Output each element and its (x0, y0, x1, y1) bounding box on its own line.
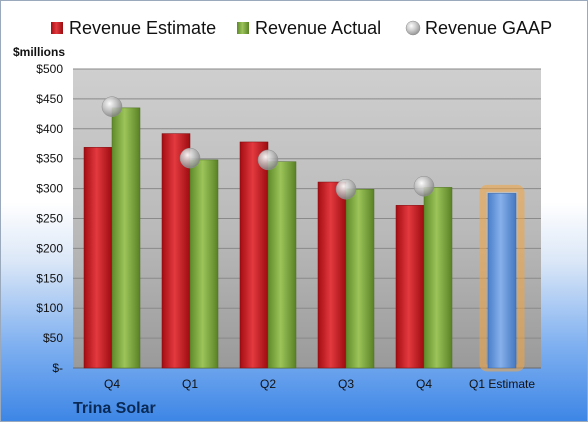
marker-revenue-gaap (257, 149, 279, 171)
legend-label: Revenue Actual (255, 18, 381, 38)
x-tick-label: Q2 (260, 377, 276, 391)
legend-item: Revenue Actual (237, 18, 381, 38)
bar-q1-estimate (487, 193, 517, 369)
x-axis-ticks: Q4 Q1 Q2 Q3 Q4 Q1 Estimate (104, 377, 535, 391)
bar-revenue-actual (189, 159, 219, 369)
marker-revenue-gaap (179, 147, 201, 169)
bar-revenue-estimate (239, 141, 269, 369)
y-tick-label: $200 (36, 241, 63, 255)
x-tick-label: Q3 (338, 377, 354, 391)
x-tick-label: Q4 (104, 377, 120, 391)
company-name: Trina Solar (73, 400, 156, 417)
y-tick-label: $- (52, 361, 63, 375)
y-tick-label: $450 (36, 92, 63, 106)
bar-revenue-estimate (161, 133, 191, 369)
y-tick-label: $400 (36, 122, 63, 136)
y-axis-unit-label: $millions (13, 45, 65, 59)
y-tick-label: $250 (36, 212, 63, 226)
legend-item: Revenue Estimate (51, 18, 216, 38)
legend-swatch (51, 22, 63, 34)
marker-revenue-gaap (101, 96, 123, 117)
bar-revenue-estimate (83, 147, 113, 369)
x-tick-label: Q1 (182, 377, 198, 391)
y-axis-ticks: $- $50 $100 $150 $200 $250 $300 $350 $400 $450 $50… (36, 62, 63, 375)
bar-revenue-actual (267, 161, 297, 369)
x-tick-label: Q1 Estimate (469, 377, 535, 391)
y-tick-label: $50 (43, 331, 63, 345)
legend-label: Revenue GAAP (425, 18, 552, 38)
legend-swatch (405, 20, 421, 36)
bar-revenue-actual (111, 107, 141, 369)
y-tick-label: $350 (36, 152, 63, 166)
legend-swatch (237, 22, 249, 34)
gridlines (73, 68, 541, 369)
bar-revenue-actual (345, 188, 375, 369)
gaap-markers (101, 96, 435, 200)
marker-revenue-gaap (335, 178, 357, 200)
bar-revenue-estimate (317, 181, 347, 369)
legend: Revenue Estimate Revenue Actual Revenue GA… (51, 18, 552, 38)
marker-revenue-gaap (413, 175, 435, 197)
y-tick-label: $300 (36, 182, 63, 196)
y-tick-label: $100 (36, 301, 63, 315)
legend-label: Revenue Estimate (69, 18, 216, 38)
y-tick-label: $500 (36, 62, 63, 76)
bar-revenue-estimate (395, 205, 425, 369)
bars (83, 107, 525, 372)
bar-revenue-actual (423, 187, 453, 369)
legend-item: Revenue GAAP (405, 18, 552, 38)
y-tick-label: $150 (36, 271, 63, 285)
x-tick-label: Q4 (416, 377, 432, 391)
